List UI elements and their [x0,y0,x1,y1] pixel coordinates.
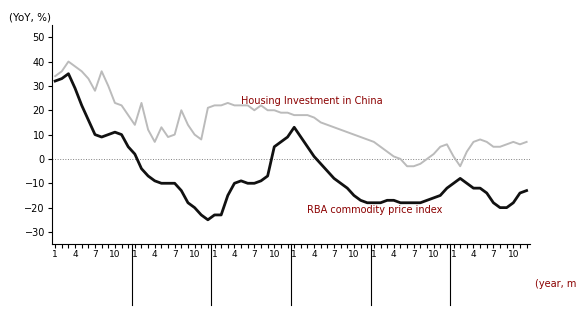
Text: Housing Investment in China: Housing Investment in China [241,95,382,105]
Text: (YoY, %): (YoY, %) [9,13,51,23]
Text: (year, month): (year, month) [535,279,576,289]
Text: RBA commodity price index: RBA commodity price index [308,205,443,215]
